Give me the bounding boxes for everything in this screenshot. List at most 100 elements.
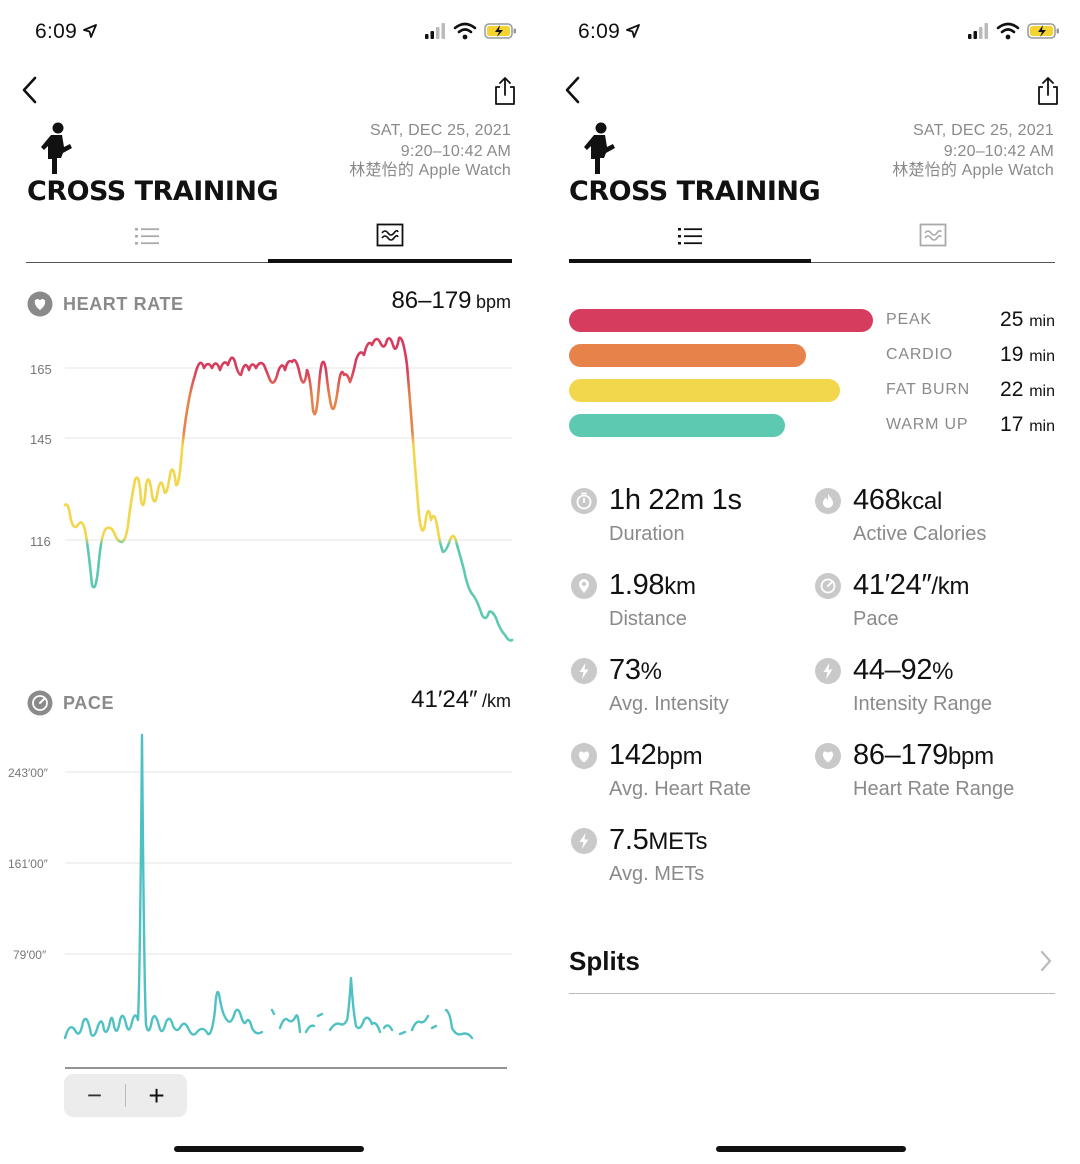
pace-chart xyxy=(63,733,512,1069)
stat-item: 41′24″/km Pace xyxy=(815,569,1055,649)
zone-duration: 25 min xyxy=(985,308,1055,332)
workout-device: 林楚怡的 Apple Watch xyxy=(349,162,511,179)
stat-label: Avg. Heart Rate xyxy=(609,778,751,800)
pace-y-tick: 161′00″ xyxy=(8,857,48,871)
stat-item: 44–92% Intensity Range xyxy=(815,654,1055,734)
zone-name: FAT BURN xyxy=(886,381,971,398)
bolt-icon xyxy=(571,828,597,854)
tab-chart-icon[interactable] xyxy=(919,223,947,247)
stat-unit: /km xyxy=(931,573,970,600)
back-chevron-icon[interactable] xyxy=(563,76,583,104)
stat-number: 7.5 xyxy=(609,824,649,856)
home-indicator[interactable] xyxy=(174,1146,364,1152)
stat-value: 7.5METs xyxy=(609,824,708,857)
battery-charging-icon xyxy=(1027,23,1059,39)
pace-line-segment xyxy=(410,1014,430,1032)
stat-item: 73% Avg. Intensity xyxy=(571,654,811,734)
stat-value: 44–92% xyxy=(853,654,954,687)
bolt-icon xyxy=(571,658,597,684)
pace-line-segment xyxy=(430,1024,438,1030)
stat-value: 142bpm xyxy=(609,739,703,772)
cross-training-figure-icon xyxy=(41,122,72,174)
heart-rate-summary: 86–179 bpm xyxy=(391,287,511,315)
stat-label: Intensity Range xyxy=(853,693,992,715)
splits-label: Splits xyxy=(569,946,640,976)
flame-icon xyxy=(815,488,841,514)
heart-icon xyxy=(571,743,597,769)
home-indicator[interactable] xyxy=(716,1146,906,1152)
stat-label: Distance xyxy=(609,608,687,630)
zone-name: CARDIO xyxy=(886,346,954,363)
pace-line-segment xyxy=(278,1014,302,1034)
back-chevron-icon[interactable] xyxy=(20,76,40,104)
zone-duration: 19 min xyxy=(985,343,1055,367)
pace-y-tick: 79′00″ xyxy=(13,948,47,962)
zone-duration-unit: min xyxy=(1029,383,1055,400)
tab-list-icon[interactable] xyxy=(134,226,160,246)
speedometer-icon xyxy=(815,573,841,599)
splits-row[interactable]: Splits xyxy=(569,944,1055,994)
pace-line-segment xyxy=(328,976,382,1034)
stat-unit: km xyxy=(664,573,696,600)
location-arrow-icon xyxy=(626,24,641,38)
pace-icon xyxy=(27,690,53,716)
wifi-icon xyxy=(453,22,477,40)
pace-unit: /km xyxy=(482,691,511,711)
pace-label: PACE xyxy=(63,693,115,713)
zone-name: WARM UP xyxy=(886,416,969,433)
zoom-in-button[interactable]: + xyxy=(148,1079,165,1111)
zone-duration: 17 min xyxy=(985,413,1055,437)
stat-number: 41′24″ xyxy=(853,569,932,601)
workout-time-range: 9:20–10:42 AM xyxy=(943,143,1054,160)
pace-line-segment xyxy=(382,1024,394,1032)
heart-rate-chart xyxy=(63,336,514,642)
zone-row: FAT BURN 22 min xyxy=(569,378,1055,404)
stopwatch-icon xyxy=(571,488,597,514)
status-bar-time: 6:09 xyxy=(578,20,641,44)
stat-label: Pace xyxy=(853,608,899,630)
hr-y-tick: 145 xyxy=(30,432,52,447)
splits-divider xyxy=(569,993,1055,994)
stat-item: 86–179bpm Heart Rate Range xyxy=(815,739,1055,819)
zone-duration-unit: min xyxy=(1029,313,1055,330)
wifi-icon xyxy=(996,22,1020,40)
stat-unit: bpm xyxy=(947,743,994,770)
location-pin-icon xyxy=(571,573,597,599)
zoom-divider xyxy=(125,1084,126,1107)
stat-number: 73 xyxy=(609,654,641,686)
zone-duration: 22 min xyxy=(985,378,1055,402)
pace-line-segment xyxy=(316,1012,324,1018)
workout-meta: SAT, DEC 25, 2021 9:20–10:42 AM 林楚怡的 App… xyxy=(794,120,1054,179)
summary-tab-screen: 6:09 CROSS TRAINING SAT, DEC 25, 2021 xyxy=(543,0,1080,1164)
stat-label: Duration xyxy=(609,523,685,545)
pace-summary: 41′24″ /km xyxy=(411,686,511,714)
stat-value: 41′24″/km xyxy=(853,569,969,602)
zoom-out-button[interactable]: − xyxy=(86,1080,103,1110)
stat-label: Active Calories xyxy=(853,523,987,545)
stat-unit: bpm xyxy=(656,743,703,770)
stat-unit: % xyxy=(932,658,954,685)
pace-line-segment xyxy=(304,1024,316,1034)
pace-y-tick: 243′00″ xyxy=(8,766,48,780)
hr-y-tick: 116 xyxy=(30,534,51,549)
cellular-signal-icon xyxy=(425,23,445,39)
pace-line-segment xyxy=(398,1030,407,1036)
heart-rate-icon xyxy=(27,291,53,317)
stat-value: 1h 22m 1s xyxy=(609,484,742,517)
status-bar-time: 6:09 xyxy=(35,20,98,44)
status-time-text: 6:09 xyxy=(35,20,78,43)
share-icon[interactable] xyxy=(1036,76,1060,106)
stat-unit: kcal xyxy=(900,488,943,515)
tab-list-icon[interactable] xyxy=(677,226,703,246)
workout-time-range: 9:20–10:42 AM xyxy=(400,143,511,160)
zone-duration-value: 25 xyxy=(1000,308,1024,331)
heart-rate-line xyxy=(63,336,514,642)
stat-item: 1.98km Distance xyxy=(571,569,811,649)
zone-name: PEAK xyxy=(886,311,932,328)
share-icon[interactable] xyxy=(493,76,517,106)
tab-chart-icon[interactable] xyxy=(376,223,404,247)
hr-y-tick: 165 xyxy=(30,362,52,377)
cellular-signal-icon xyxy=(968,23,988,39)
stat-label: Avg. Intensity xyxy=(609,693,729,715)
stat-label: Avg. METs xyxy=(609,863,705,885)
